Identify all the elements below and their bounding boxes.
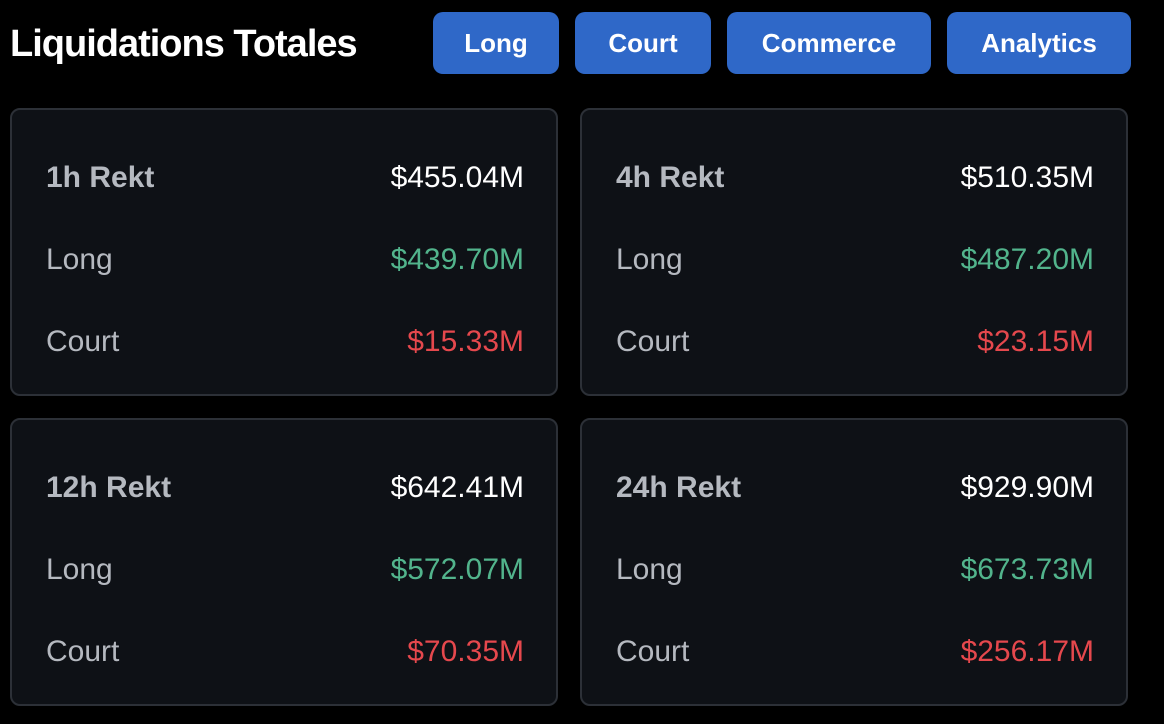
total-row: 4h Rekt $510.35M [616, 158, 1094, 198]
total-value: $455.04M [390, 161, 524, 194]
long-value: $439.70M [390, 243, 524, 276]
total-row: 1h Rekt $455.04M [46, 158, 524, 198]
tab-analytics[interactable]: Analytics [947, 12, 1131, 74]
period-label: 24h Rekt [616, 471, 742, 504]
tab-court[interactable]: Court [575, 12, 711, 74]
long-value: $487.20M [960, 243, 1094, 276]
long-value: $572.07M [390, 553, 524, 586]
short-label: Court [616, 635, 690, 668]
card-12h-rekt: 12h Rekt $642.41M Long $572.07M Court $7… [10, 418, 558, 706]
long-label: Long [616, 243, 683, 276]
short-label: Court [46, 635, 120, 668]
short-row: Court $70.35M [46, 632, 524, 672]
card-1h-rekt: 1h Rekt $455.04M Long $439.70M Court $15… [10, 108, 558, 396]
total-value: $642.41M [390, 471, 524, 504]
short-value: $15.33M [407, 325, 524, 358]
short-value: $256.17M [960, 635, 1094, 668]
short-value: $23.15M [977, 325, 1094, 358]
total-row: 24h Rekt $929.90M [616, 468, 1094, 508]
short-value: $70.35M [407, 635, 524, 668]
total-value: $929.90M [960, 471, 1094, 504]
total-row: 12h Rekt $642.41M [46, 468, 524, 508]
card-24h-rekt: 24h Rekt $929.90M Long $673.73M Court $2… [580, 418, 1128, 706]
total-value: $510.35M [960, 161, 1094, 194]
long-label: Long [46, 243, 113, 276]
period-label: 12h Rekt [46, 471, 172, 504]
short-row: Court $15.33M [46, 322, 524, 362]
long-row: Long $673.73M [616, 550, 1094, 590]
long-row: Long $487.20M [616, 240, 1094, 280]
short-row: Court $23.15M [616, 322, 1094, 362]
short-label: Court [616, 325, 690, 358]
short-label: Court [46, 325, 120, 358]
long-row: Long $439.70M [46, 240, 524, 280]
short-row: Court $256.17M [616, 632, 1094, 672]
tab-commerce[interactable]: Commerce [727, 12, 931, 74]
card-4h-rekt: 4h Rekt $510.35M Long $487.20M Court $23… [580, 108, 1128, 396]
tab-long[interactable]: Long [433, 12, 559, 74]
long-label: Long [46, 553, 113, 586]
header: Liquidations Totales Long Court Commerce… [0, 0, 1164, 90]
long-row: Long $572.07M [46, 550, 524, 590]
period-label: 1h Rekt [46, 161, 155, 194]
page-title: Liquidations Totales [10, 23, 358, 65]
long-label: Long [616, 553, 683, 586]
long-value: $673.73M [960, 553, 1094, 586]
period-label: 4h Rekt [616, 161, 725, 194]
